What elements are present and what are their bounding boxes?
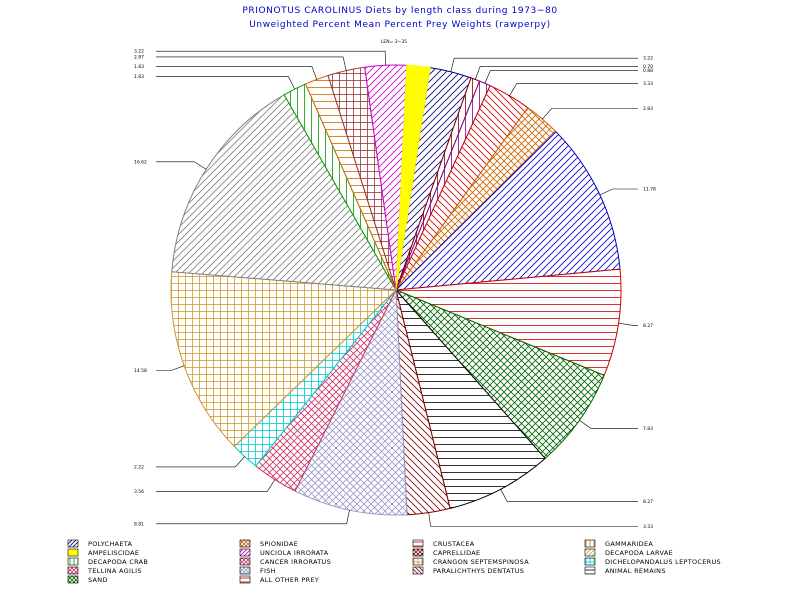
slice-value-label: 3.22 <box>134 49 144 55</box>
legend-label-caprellidae: CAPRELLIDAE <box>433 549 480 557</box>
leader-line <box>156 479 276 492</box>
slice-decapoda-larvae <box>395 289 605 460</box>
chart-subtitle: Unweighted Percent Mean Percent Prey Wei… <box>249 20 551 30</box>
leader-line <box>156 456 245 468</box>
slice-label-leaders <box>156 50 638 527</box>
legend-swatch-crustacea <box>412 539 424 548</box>
leader-line <box>156 365 185 371</box>
leader-line <box>579 420 638 429</box>
leader-line <box>509 83 638 96</box>
legend-swatch-paralichthys-dentatus <box>412 566 424 575</box>
legend-swatch-decapoda-crab <box>67 557 79 566</box>
slice-value-label: 3.33 <box>643 524 653 530</box>
legend-label-cancer-irroratus: CANCER IRRORATUS <box>260 558 331 566</box>
slice-value-label: 0.70 <box>643 64 653 70</box>
leader-line <box>500 489 638 502</box>
legend-label-gammaridea: GAMMARIDEA <box>605 540 653 548</box>
leader-line <box>156 56 347 71</box>
legend-swatch-tellina-agilis <box>67 566 79 575</box>
leader-line <box>599 188 638 196</box>
slice-value-label: 2.87 <box>134 54 144 60</box>
legend-label-sand: SAND <box>88 576 108 584</box>
legend: POLYCHAETA SPIONIDAE CRUSTACEA GAMMARIDEA AM… <box>67 539 721 584</box>
slice-decapoda-crab <box>395 289 546 510</box>
legend-swatch-polychaeta <box>67 539 79 548</box>
slice-value-label: 8.81 <box>134 521 144 527</box>
slice-value-label: 3.33 <box>643 81 653 87</box>
legend-label-decapoda-crab: DECAPODA CRAB <box>88 558 148 566</box>
leader-line <box>484 70 638 84</box>
legend-swatch-dichelopandalus-leptocerus <box>584 557 596 566</box>
slice-value-label: 11.78 <box>643 187 656 193</box>
leader-line <box>156 50 386 66</box>
leader-line <box>156 510 350 525</box>
slice-paralichthys-dentatus <box>171 94 397 291</box>
slice-value-labels: 3.22 0.700.88 3.33 2.83 11.78 8.27 7.83 8.27 3.3… <box>134 49 656 530</box>
legend-swatch-caprellidae <box>412 548 424 557</box>
leader-line <box>156 161 207 170</box>
leader-line <box>450 57 638 72</box>
legend-label-paralichthys-dentatus: PARALICHTHYS DENTATUS <box>433 567 524 575</box>
legend-swatch-ampeliscidae <box>67 548 79 557</box>
slice-value-label: 8.27 <box>643 323 653 329</box>
leader-line <box>156 76 295 90</box>
legend-label-crangon-septemspinosa: CRANGON SEPTEMSPINOSA <box>433 558 529 566</box>
legend-swatch-sand <box>67 575 79 584</box>
legend-label-crustacea: CRUSTACEA <box>433 540 475 548</box>
legend-label-spionidae: SPIONIDAE <box>260 540 298 548</box>
leader-line <box>542 108 638 120</box>
slice-value-label: 3.56 <box>134 489 144 495</box>
slice-value-label: 1.83 <box>134 64 144 70</box>
legend-swatch-fish <box>239 566 251 575</box>
legend-label-tellina-agilis: TELLINA AGILIS <box>87 567 142 575</box>
legend-swatch-spionidae <box>239 539 251 548</box>
legend-label-animal-remains: ANIMAL REMAINS <box>605 567 666 575</box>
legend-swatch-gammaridea <box>584 539 596 548</box>
slice-value-label: 2.22 <box>134 464 144 470</box>
legend-swatch-all-other-prey <box>239 575 251 584</box>
slice-value-label: 14.58 <box>134 368 147 374</box>
legend-swatch-decapoda-larvae <box>584 548 596 557</box>
legend-swatch-unciola-irrorata <box>239 548 251 557</box>
slice-value-label: 7.83 <box>643 426 653 432</box>
slice-value-label: 8.27 <box>643 499 653 505</box>
slice-value-label: 1.83 <box>134 74 144 80</box>
slice-value-label: 0.88 <box>643 68 653 74</box>
pie-slices <box>170 64 622 516</box>
length-class-annotation: LEN= 3−35 <box>381 39 407 45</box>
legend-swatch-cancer-irroratus <box>239 557 251 566</box>
legend-label-polychaeta: POLYCHAETA <box>88 540 133 548</box>
legend-swatch-animal-remains <box>584 566 596 575</box>
slice-unlabeled-20 <box>395 64 431 291</box>
legend-label-dichelopandalus-leptocerus: DICHELOPANDALUS LEPTOCERUS <box>605 558 721 566</box>
slice-value-label: 2.83 <box>643 106 653 112</box>
legend-label-all-other-prey: ALL OTHER PREY <box>260 576 319 584</box>
legend-label-fish: FISH <box>260 567 276 575</box>
legend-swatch-crangon-septemspinosa <box>412 557 424 566</box>
legend-label-ampeliscidae: AMPELISCIDAE <box>88 549 139 557</box>
slice-value-label: 16.62 <box>134 159 147 165</box>
legend-label-decapoda-larvae: DECAPODA LARVAE <box>605 549 673 557</box>
legend-label-unciola-irrorata: UNCIOLA IRRORATA <box>260 549 329 557</box>
slice-unciola-irrorata <box>394 131 621 291</box>
leader-line <box>475 66 638 80</box>
slice-caprellidae <box>395 268 622 377</box>
chart-title: PRIONOTUS CAROLINUS Diets by length clas… <box>242 6 557 16</box>
leader-line <box>428 512 638 527</box>
leader-line <box>618 322 638 326</box>
leader-line <box>156 66 317 80</box>
slice-value-label: 3.22 <box>643 56 653 62</box>
